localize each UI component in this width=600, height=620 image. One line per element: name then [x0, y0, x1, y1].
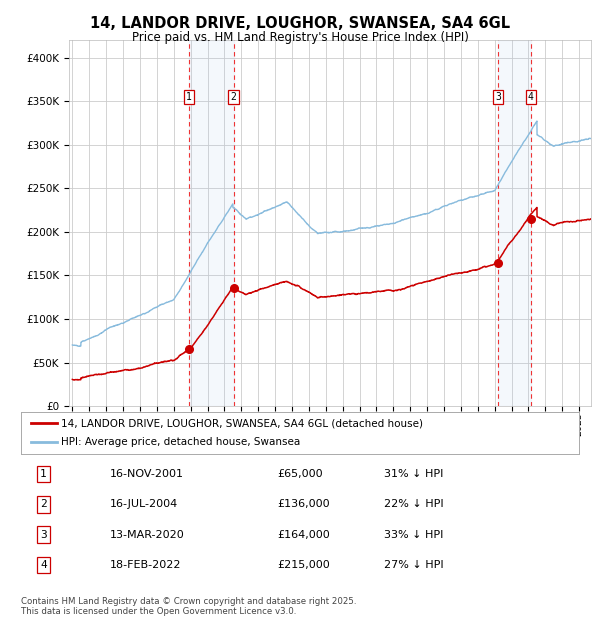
- Text: 14, LANDOR DRIVE, LOUGHOR, SWANSEA, SA4 6GL: 14, LANDOR DRIVE, LOUGHOR, SWANSEA, SA4 …: [90, 16, 510, 31]
- Text: 18-FEB-2022: 18-FEB-2022: [110, 560, 182, 570]
- Text: 3: 3: [40, 529, 47, 540]
- Bar: [188, 40, 233, 406]
- Bar: [498, 40, 530, 406]
- Text: 27% ↓ HPI: 27% ↓ HPI: [384, 560, 443, 570]
- Text: Price paid vs. HM Land Registry's House Price Index (HPI): Price paid vs. HM Land Registry's House …: [131, 31, 469, 44]
- Text: HPI: Average price, detached house, Swansea: HPI: Average price, detached house, Swan…: [61, 438, 301, 448]
- Text: 14, LANDOR DRIVE, LOUGHOR, SWANSEA, SA4 6GL (detached house): 14, LANDOR DRIVE, LOUGHOR, SWANSEA, SA4 …: [61, 418, 423, 428]
- Text: 13-MAR-2020: 13-MAR-2020: [110, 529, 185, 540]
- Text: 3: 3: [495, 92, 501, 102]
- Text: 22% ↓ HPI: 22% ↓ HPI: [384, 499, 443, 510]
- Text: 16-NOV-2001: 16-NOV-2001: [110, 469, 184, 479]
- Text: £65,000: £65,000: [278, 469, 323, 479]
- Text: 2: 2: [230, 92, 236, 102]
- Text: £164,000: £164,000: [278, 529, 331, 540]
- Text: 16-JUL-2004: 16-JUL-2004: [110, 499, 179, 510]
- Text: 4: 4: [40, 560, 47, 570]
- Text: 2: 2: [40, 499, 47, 510]
- Text: 33% ↓ HPI: 33% ↓ HPI: [384, 529, 443, 540]
- Text: 4: 4: [528, 92, 533, 102]
- Text: 1: 1: [40, 469, 47, 479]
- Text: 1: 1: [185, 92, 191, 102]
- Text: Contains HM Land Registry data © Crown copyright and database right 2025.
This d: Contains HM Land Registry data © Crown c…: [21, 597, 356, 616]
- Text: 31% ↓ HPI: 31% ↓ HPI: [384, 469, 443, 479]
- Text: £215,000: £215,000: [278, 560, 331, 570]
- Text: £136,000: £136,000: [278, 499, 331, 510]
